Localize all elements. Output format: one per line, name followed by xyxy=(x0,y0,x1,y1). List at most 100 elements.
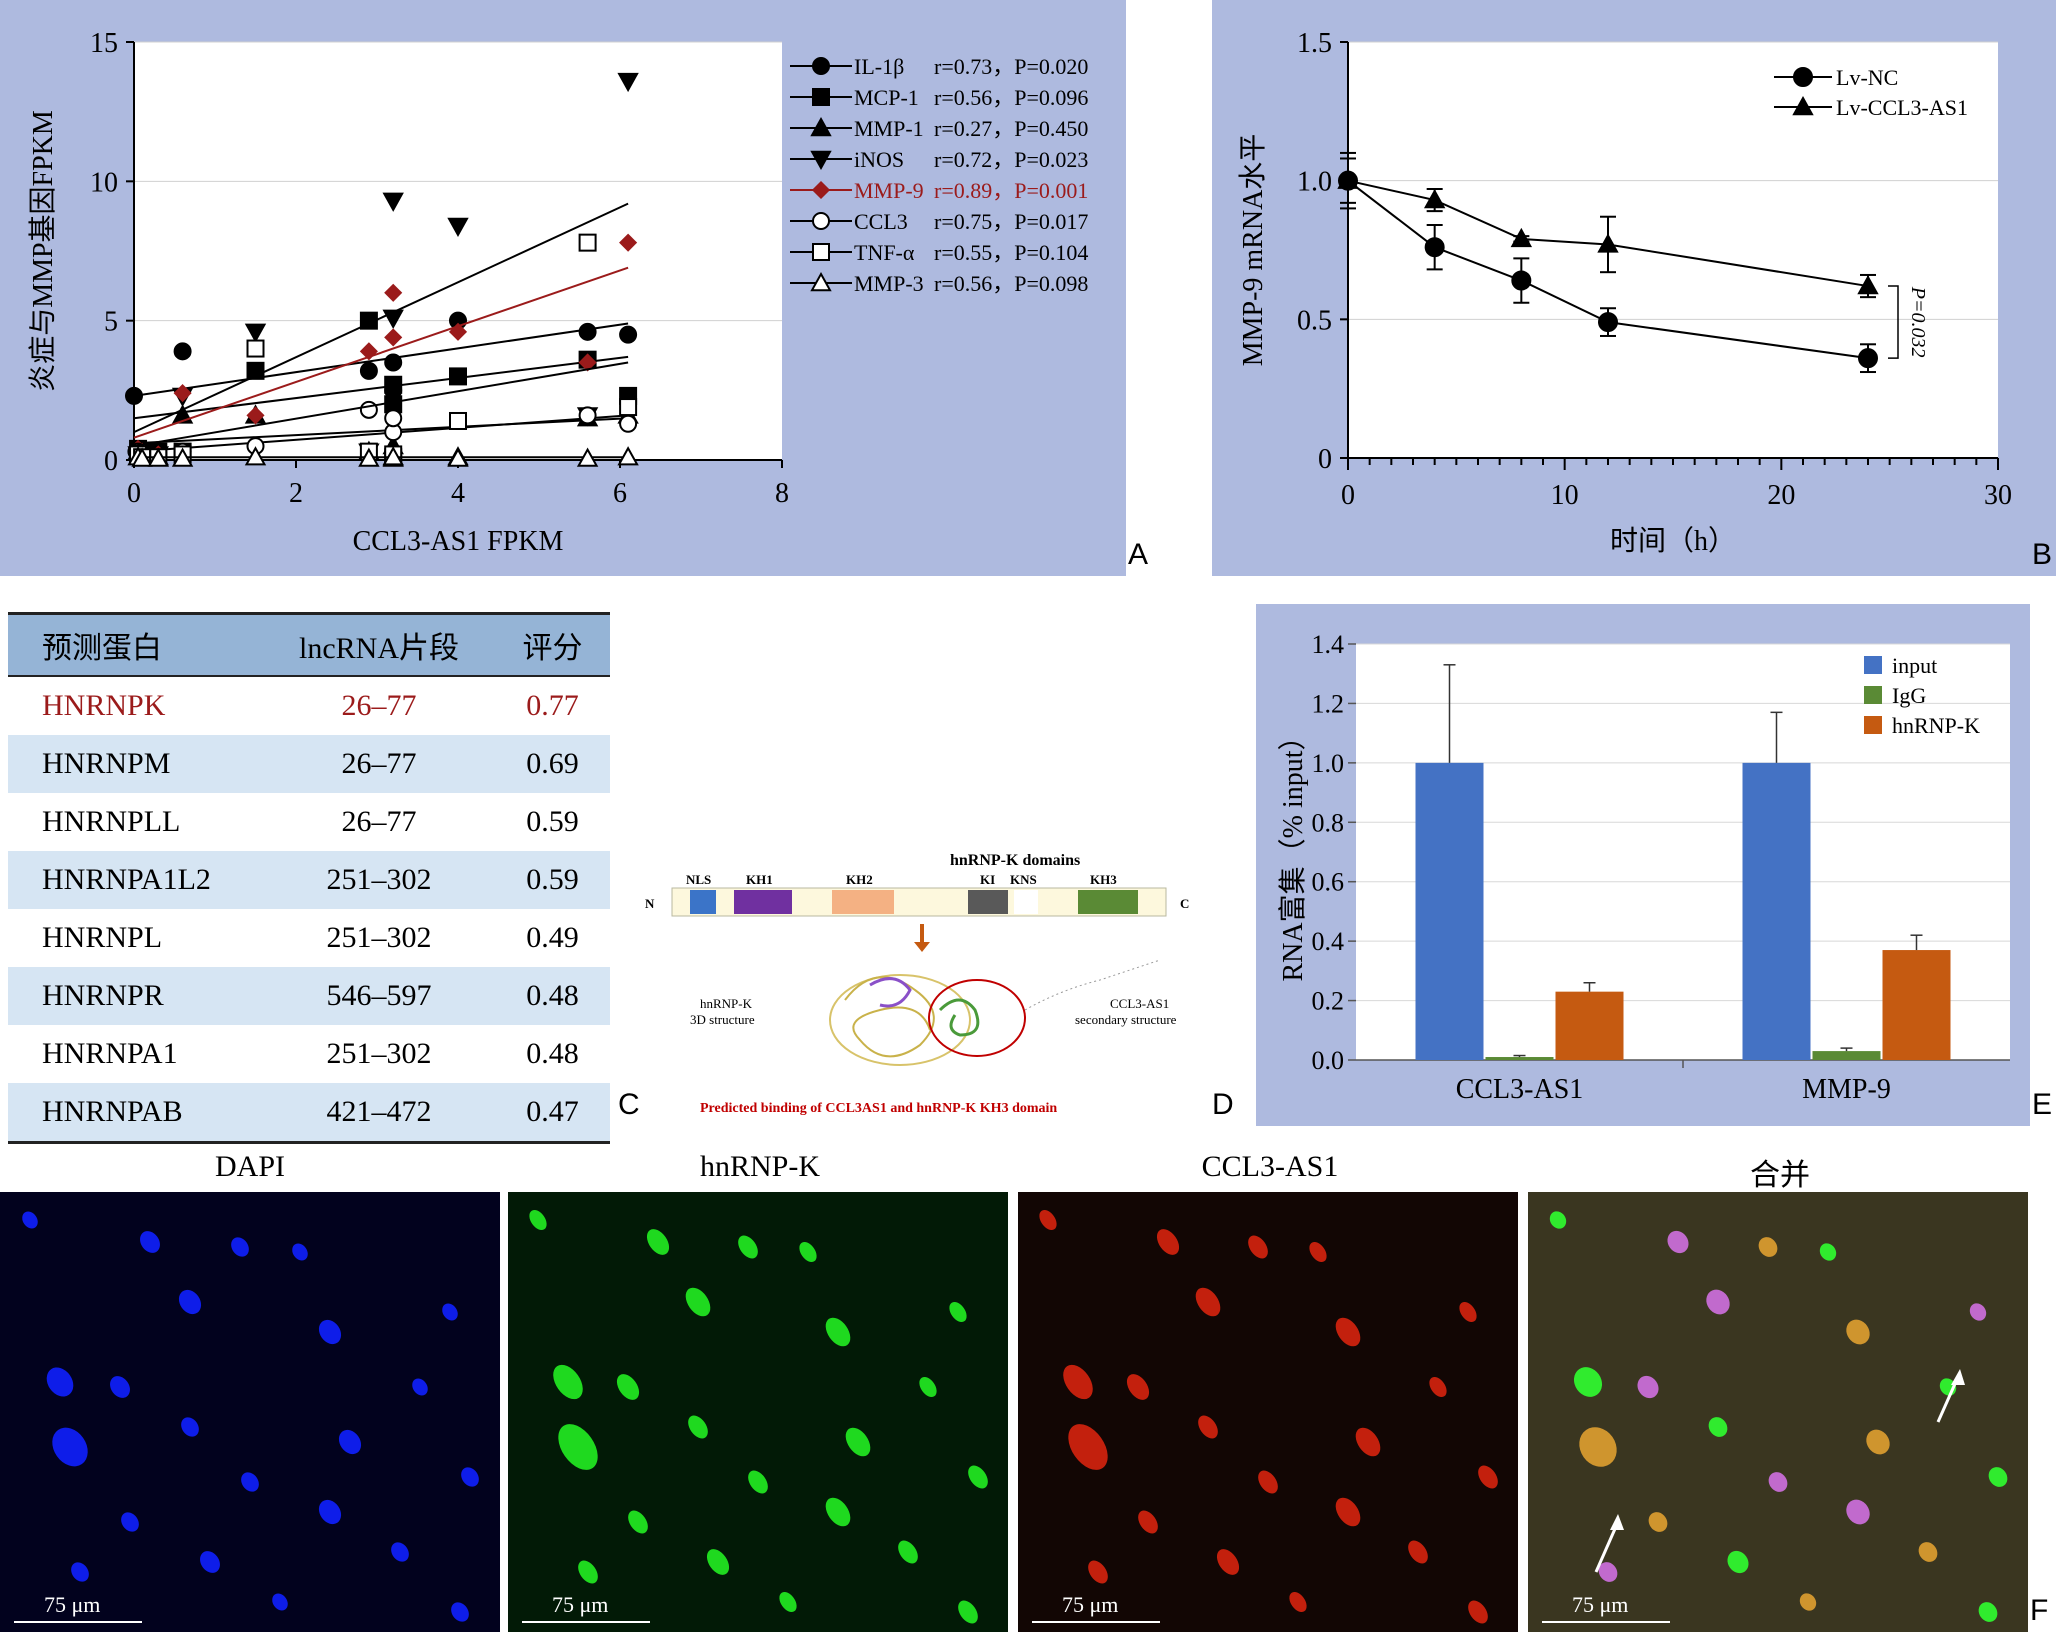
bar xyxy=(1415,762,1484,1060)
cell-nucleus xyxy=(529,1209,547,1231)
arrowhead-icon xyxy=(1951,1369,1965,1385)
data-point xyxy=(131,447,153,467)
down-arrow-icon xyxy=(914,924,930,952)
legend-marker xyxy=(812,88,830,106)
y-tick-label: 0 xyxy=(1318,444,1332,475)
table-cell: HNRNPR xyxy=(8,967,263,1025)
data-point xyxy=(384,409,403,428)
y-tick-label: 1.4 xyxy=(1312,630,1345,659)
cell-nucleus xyxy=(1988,1467,2008,1487)
data-point xyxy=(1598,312,1618,333)
legend-label: iNOS xyxy=(854,147,904,172)
cell-nucleus xyxy=(845,1427,871,1457)
data-point xyxy=(617,72,639,93)
legend-label: CCL3 xyxy=(854,209,908,234)
legend-label: MMP-3 xyxy=(854,271,924,296)
cell-nucleus xyxy=(949,1301,967,1323)
cell-nucleus xyxy=(1648,1512,1668,1532)
legend-marker xyxy=(810,116,832,137)
data-point xyxy=(448,322,468,341)
panel-a-chart: 0 5 10 15 0 2 4 6 8 CCL3-AS1 FPKM 炎症与MMP基因FPKM IL-1… xyxy=(27,28,1088,557)
table-cell: 251–302 xyxy=(263,851,495,909)
micro-background xyxy=(1528,1192,2028,1632)
fit-line xyxy=(133,322,629,397)
legend-stat: r=0.56，P=0.098 xyxy=(934,271,1088,296)
data-point xyxy=(1597,233,1619,253)
data-point xyxy=(447,217,469,237)
data-point xyxy=(447,447,469,467)
table-row: HNRNPR 546–597 0.48 xyxy=(8,967,610,1025)
y-tick-label: 10 xyxy=(90,167,118,198)
cell-nucleus xyxy=(1978,1602,1998,1622)
cell-nucleus xyxy=(578,1560,598,1584)
x-tick-label: 0 xyxy=(127,478,141,509)
table-cell: 0.47 xyxy=(495,1083,610,1144)
cell-nucleus xyxy=(272,1593,288,1611)
cell-nucleus xyxy=(1039,1209,1057,1231)
y-tick-label: 1.0 xyxy=(1312,749,1345,778)
legend-label: Lv-CCL3-AS1 xyxy=(1836,95,1968,120)
data-point xyxy=(619,233,638,252)
table-cell: 546–597 xyxy=(263,967,495,1025)
cell-nucleus xyxy=(1549,1211,1567,1229)
data-point xyxy=(384,353,403,372)
cell-nucleus xyxy=(1866,1429,1890,1455)
cell-nucleus xyxy=(178,1289,202,1315)
y-tick-label: 15 xyxy=(90,28,118,59)
cell-nucleus xyxy=(1088,1560,1108,1584)
data-point xyxy=(619,325,638,344)
domain-kns xyxy=(1014,890,1038,914)
data-point xyxy=(173,342,192,361)
x-axis-label: 时间（h） xyxy=(1610,525,1736,557)
cell-nucleus xyxy=(318,1319,342,1345)
rna-structure-label-2: secondary structure xyxy=(1075,1012,1177,1027)
data-point xyxy=(578,406,597,425)
domain-label-ki: KI xyxy=(980,872,995,887)
legend-stat: r=0.75，P=0.017 xyxy=(934,209,1088,234)
data-point xyxy=(578,233,597,252)
bar xyxy=(1882,950,1951,1060)
panel-letter-f: F xyxy=(2030,1594,2049,1627)
legend-label: IgG xyxy=(1892,683,1926,708)
cell-nucleus xyxy=(616,1374,640,1400)
legend-stat: r=0.27，P=0.450 xyxy=(934,116,1088,141)
arrow-icon xyxy=(1594,1521,1620,1573)
cell-nucleus xyxy=(1468,1600,1488,1624)
y-axis-label: MMP-9 mRNA水平 xyxy=(1237,134,1269,367)
cell-nucleus xyxy=(1063,1364,1093,1400)
fit-line xyxy=(133,361,629,448)
cell-nucleus xyxy=(1068,1424,1108,1470)
cell-nucleus xyxy=(200,1551,220,1573)
data-point xyxy=(1511,270,1532,291)
fit-line xyxy=(133,202,629,434)
cell-nucleus xyxy=(338,1429,362,1455)
y-tick-label: 1.5 xyxy=(1297,28,1332,59)
cell-nucleus xyxy=(558,1424,598,1470)
cell-nucleus xyxy=(121,1512,139,1532)
cell-nucleus xyxy=(110,1376,130,1398)
data-point xyxy=(246,339,265,358)
micro-background xyxy=(0,1192,500,1632)
panel-d-domain-diagram: hnRNP-K domains N C NLS KH1 KH2 KI KNS K… xyxy=(645,852,1189,1116)
bar xyxy=(1555,991,1624,1060)
protein-3d-structure-icon xyxy=(829,959,1161,1066)
legend-stat: r=0.56，P=0.096 xyxy=(934,85,1088,110)
scale-bar-label: 75 μm xyxy=(1062,1592,1118,1617)
cell-nucleus xyxy=(1667,1230,1689,1254)
legend-stat: r=0.73，P=0.020 xyxy=(934,54,1088,79)
table-row: HNRNPM 26–77 0.69 xyxy=(8,735,610,793)
cell-nucleus xyxy=(442,1303,458,1321)
y-tick-label: 1.2 xyxy=(1312,689,1345,718)
micro-panel-hnrnpk: 75 μm xyxy=(508,1192,1008,1632)
x-tick-label: 20 xyxy=(1767,480,1795,511)
data-point xyxy=(384,328,403,347)
legend-swatch xyxy=(1864,716,1882,734)
data-point xyxy=(246,406,265,425)
micro-panel-dapi: 75 μm xyxy=(0,1192,500,1632)
table-cell: HNRNPK xyxy=(42,689,166,722)
data-point xyxy=(359,342,378,361)
table-header-score: 评分 xyxy=(495,612,610,677)
x-tick-label: 0 xyxy=(1341,480,1355,511)
cell-nucleus xyxy=(968,1465,988,1489)
plot-area xyxy=(134,42,782,460)
